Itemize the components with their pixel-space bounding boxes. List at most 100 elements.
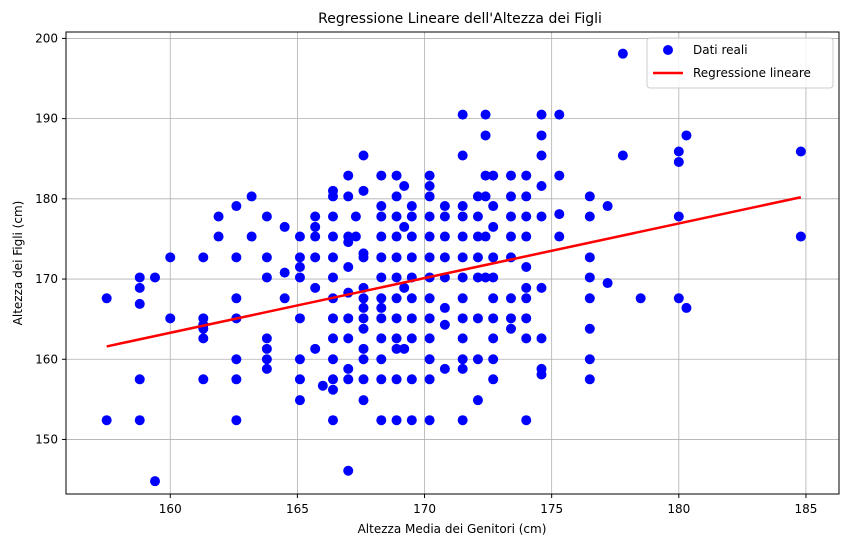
data-point bbox=[457, 109, 468, 120]
data-point bbox=[673, 211, 684, 222]
data-point bbox=[488, 313, 499, 324]
legend-box bbox=[646, 37, 834, 89]
data-point bbox=[472, 211, 483, 222]
data-point bbox=[472, 313, 483, 324]
data-point bbox=[343, 363, 354, 374]
data-point bbox=[439, 252, 450, 263]
data-point bbox=[343, 465, 354, 476]
data-point bbox=[310, 282, 321, 293]
data-point bbox=[521, 191, 532, 202]
data-point bbox=[439, 201, 450, 212]
data-point bbox=[681, 130, 692, 141]
chart-title: Regressione Lineare dell'Altezza dei Fig… bbox=[318, 11, 602, 27]
data-point bbox=[488, 201, 499, 212]
data-point bbox=[294, 272, 305, 283]
data-point bbox=[358, 150, 369, 161]
y-tick-label: 150 bbox=[35, 432, 58, 446]
data-point bbox=[795, 146, 806, 157]
data-point bbox=[554, 209, 565, 220]
data-point bbox=[310, 231, 321, 242]
data-point bbox=[101, 415, 112, 426]
x-tick-label: 170 bbox=[413, 502, 436, 516]
data-point bbox=[673, 146, 684, 157]
data-point bbox=[488, 170, 499, 181]
data-point bbox=[406, 333, 417, 344]
data-point bbox=[391, 211, 402, 222]
data-point bbox=[198, 374, 209, 385]
data-point bbox=[376, 293, 387, 304]
data-point bbox=[536, 130, 547, 141]
data-point bbox=[231, 201, 242, 212]
x-axis-ticks: 160 165 170 175 180 185 bbox=[159, 494, 817, 516]
plot-data bbox=[101, 48, 806, 487]
data-point bbox=[439, 302, 450, 313]
data-point bbox=[457, 333, 468, 344]
data-point bbox=[343, 170, 354, 181]
data-point bbox=[343, 191, 354, 202]
data-point bbox=[358, 185, 369, 196]
data-point bbox=[310, 252, 321, 263]
x-tick-label: 160 bbox=[159, 502, 182, 516]
data-point bbox=[134, 415, 145, 426]
data-point bbox=[472, 252, 483, 263]
data-point bbox=[101, 293, 112, 304]
y-tick-label: 170 bbox=[35, 272, 58, 286]
data-point bbox=[376, 231, 387, 242]
data-point bbox=[472, 231, 483, 242]
grid-lines bbox=[66, 32, 839, 494]
data-point bbox=[424, 415, 435, 426]
data-point bbox=[327, 374, 338, 385]
data-point bbox=[584, 252, 595, 263]
data-point bbox=[457, 293, 468, 304]
legend-label-line: Regressione lineare bbox=[693, 66, 811, 80]
legend-label-scatter: Dati reali bbox=[693, 43, 748, 57]
data-point bbox=[521, 293, 532, 304]
data-point bbox=[376, 272, 387, 283]
x-axis-label: Altezza Media dei Genitori (cm) bbox=[358, 522, 547, 536]
y-axis-ticks: 150 160 170 180 190 200 bbox=[35, 31, 66, 446]
data-point bbox=[376, 201, 387, 212]
data-point bbox=[584, 191, 595, 202]
data-point bbox=[358, 354, 369, 365]
data-point bbox=[376, 170, 387, 181]
data-point bbox=[294, 374, 305, 385]
x-tick-label: 165 bbox=[286, 502, 309, 516]
x-tick-label: 175 bbox=[540, 502, 563, 516]
data-point bbox=[406, 201, 417, 212]
data-point bbox=[327, 231, 338, 242]
data-point bbox=[439, 319, 450, 330]
data-point bbox=[424, 181, 435, 191]
data-point bbox=[327, 333, 338, 344]
data-point bbox=[149, 272, 160, 283]
y-axis-label: Altezza dei Figli (cm) bbox=[11, 201, 25, 326]
data-point bbox=[294, 231, 305, 242]
data-point bbox=[294, 252, 305, 263]
data-point bbox=[261, 333, 272, 344]
data-point bbox=[261, 343, 272, 354]
data-point bbox=[327, 191, 338, 202]
data-point bbox=[261, 363, 272, 374]
data-point bbox=[505, 293, 516, 304]
data-point bbox=[231, 374, 242, 385]
data-point bbox=[294, 262, 305, 273]
data-point bbox=[261, 252, 272, 263]
data-point bbox=[358, 374, 369, 385]
data-point bbox=[424, 374, 435, 385]
data-point bbox=[198, 252, 209, 263]
data-point bbox=[480, 231, 491, 242]
data-point bbox=[536, 282, 547, 293]
data-point bbox=[554, 231, 565, 242]
data-point bbox=[343, 313, 354, 324]
data-point bbox=[488, 354, 499, 365]
data-point bbox=[399, 181, 410, 191]
data-point bbox=[635, 293, 646, 304]
regression-line-group bbox=[106, 196, 802, 348]
data-point bbox=[134, 282, 145, 293]
data-point bbox=[358, 313, 369, 324]
data-point bbox=[795, 231, 806, 242]
data-point bbox=[343, 374, 354, 385]
data-point bbox=[457, 313, 468, 324]
data-point bbox=[457, 201, 468, 212]
data-point bbox=[391, 333, 402, 344]
data-point bbox=[480, 191, 491, 202]
